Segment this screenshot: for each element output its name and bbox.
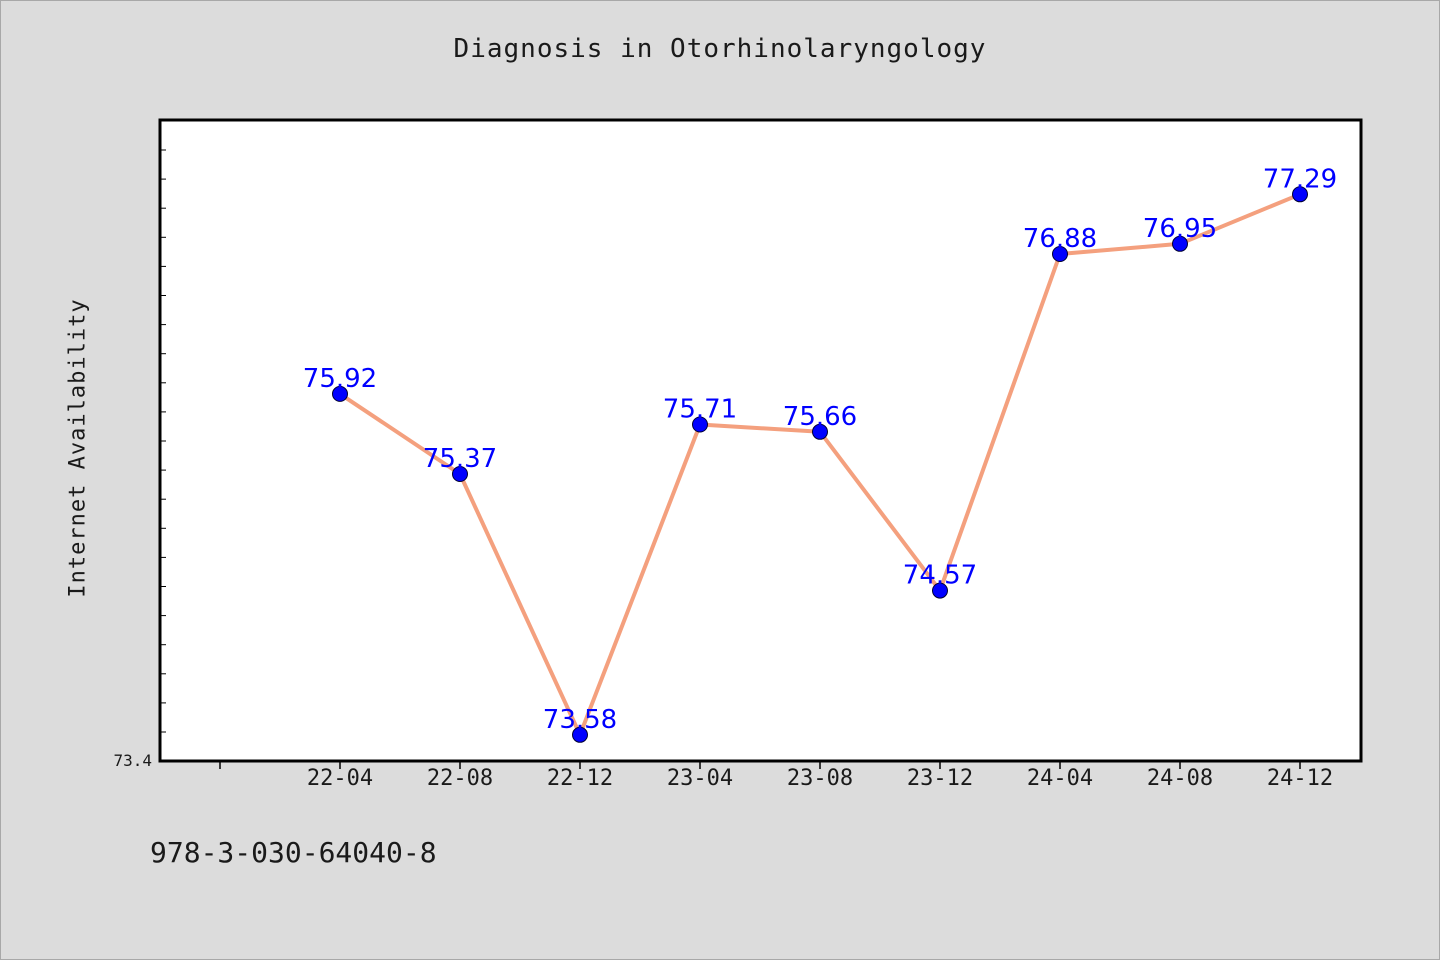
x-tick-label: 24-12 bbox=[1267, 766, 1333, 791]
footer-isbn: 978-3-030-64040-8 bbox=[150, 836, 437, 869]
data-label: 75.37 bbox=[423, 444, 497, 474]
data-point-marker bbox=[452, 466, 468, 482]
data-point-marker bbox=[332, 385, 348, 402]
x-tick-label: 23-04 bbox=[667, 766, 733, 791]
data-label: 74.57 bbox=[903, 561, 977, 591]
x-tick-label: 24-04 bbox=[1027, 766, 1093, 791]
data-labels: 75.92 75.37 73.58 75.71 75.66 74.57 76.88 76.95… bbox=[303, 164, 1337, 735]
data-point-marker bbox=[1172, 235, 1188, 252]
data-point-marker bbox=[932, 582, 948, 599]
data-point-marker bbox=[812, 423, 828, 440]
x-tick-label: 22-12 bbox=[547, 766, 613, 791]
x-tick-label: 24-08 bbox=[1147, 766, 1213, 791]
data-label: 77.29 bbox=[1263, 164, 1337, 194]
plot-background bbox=[160, 120, 1361, 761]
data-label: 76.95 bbox=[1143, 214, 1217, 244]
x-axis-labels: 22-04 22-08 22-12 23-04 23-08 23-12 24-04 24-08… bbox=[307, 766, 1333, 791]
data-label: 75.71 bbox=[663, 395, 737, 425]
data-label: 75.92 bbox=[303, 364, 377, 394]
data-label: 73.58 bbox=[543, 705, 617, 735]
data-point-marker bbox=[1292, 186, 1308, 203]
x-tick-label: 22-04 bbox=[307, 766, 373, 791]
data-point-marker bbox=[1052, 246, 1068, 262]
plot-border bbox=[158, 118, 1363, 763]
chart-title: Diagnosis in Otorhinolaryngology bbox=[453, 34, 987, 64]
series-markers bbox=[332, 186, 1308, 743]
data-label: 76.88 bbox=[1023, 224, 1097, 254]
data-point-marker bbox=[692, 416, 708, 433]
y-axis-min-label: 73.4 bbox=[113, 751, 152, 770]
data-point-marker bbox=[572, 726, 588, 743]
x-tick-label: 23-08 bbox=[787, 766, 853, 791]
x-tick-label: 22-08 bbox=[427, 766, 493, 791]
data-label: 75.66 bbox=[783, 402, 857, 432]
x-tick-label: 23-12 bbox=[907, 766, 973, 791]
